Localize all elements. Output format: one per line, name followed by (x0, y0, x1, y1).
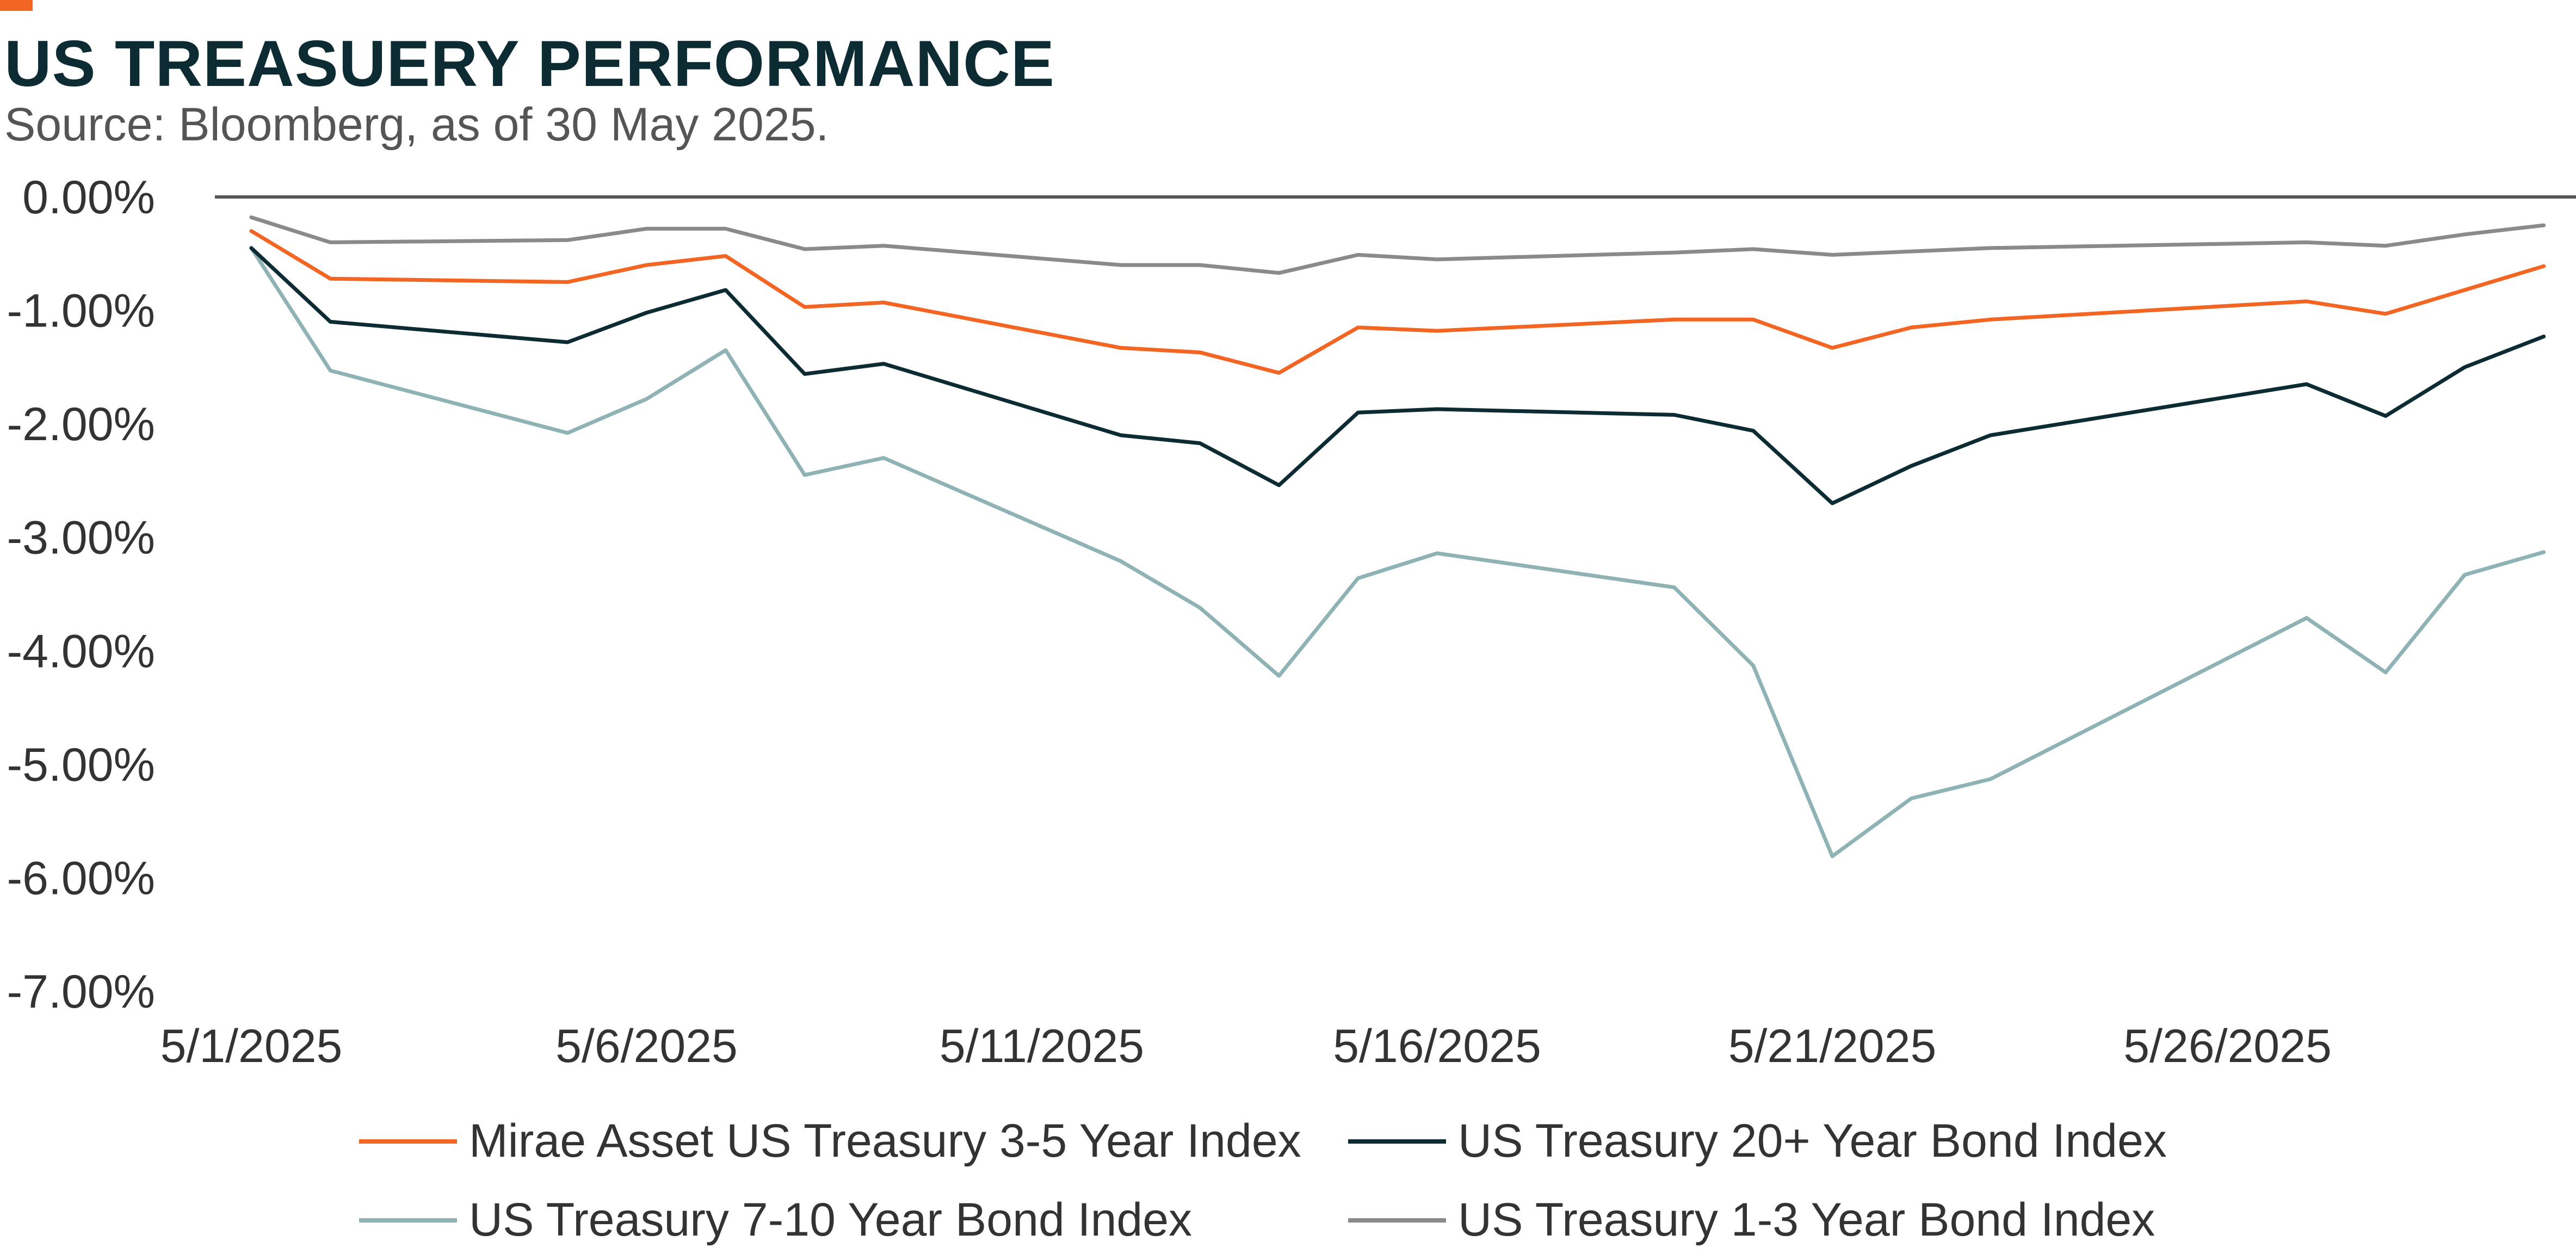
chart-subtitle: Source: Bloomberg, as of 30 May 2025. (4, 98, 829, 151)
chart-title: US TREASUERY PERFORMANCE (4, 27, 1055, 100)
legend-label-series-3: US Treasury 1-3 Year Bond Index (1458, 1194, 2155, 1246)
x-tick-label: 5/26/2025 (2123, 1020, 2332, 1072)
y-tick-label: 0.00% (22, 171, 155, 224)
y-tick-label: -7.00% (7, 966, 156, 1018)
legend-swatch-series-3 (1348, 1218, 1446, 1223)
series-line-3 (249, 215, 2546, 275)
series-line-0 (249, 229, 2546, 375)
legend-item-series-3: US Treasury 1-3 Year Bond Index (1348, 1193, 2155, 1247)
legend-item-series-2: US Treasury 7-10 Year Bond Index (359, 1193, 1192, 1247)
y-tick-label: -5.00% (7, 739, 156, 791)
legend-swatch-series-2 (359, 1218, 457, 1223)
series-line-1 (249, 246, 2546, 505)
series-line-2 (249, 246, 2546, 859)
y-tick-label: -1.00% (7, 285, 156, 337)
legend-label-series-0: Mirae Asset US Treasury 3-5 Year Index (469, 1115, 1301, 1167)
accent-bar (0, 0, 33, 11)
legend-item-series-0: Mirae Asset US Treasury 3-5 Year Index (359, 1114, 1301, 1168)
legend-label-series-1: US Treasury 20+ Year Bond Index (1458, 1115, 2167, 1167)
y-tick-label: -4.00% (7, 625, 156, 677)
legend-label-series-2: US Treasury 7-10 Year Bond Index (469, 1194, 1193, 1246)
legend-swatch-series-0 (359, 1139, 457, 1144)
x-tick-label: 5/11/2025 (940, 1020, 1144, 1072)
legend-swatch-series-1 (1348, 1139, 1446, 1144)
x-tick-label: 5/21/2025 (1728, 1020, 1937, 1072)
x-tick-label: 5/16/2025 (1333, 1020, 1541, 1072)
legend-item-series-1: US Treasury 20+ Year Bond Index (1348, 1114, 2167, 1168)
y-tick-label: -3.00% (7, 512, 156, 564)
y-tick-label: -2.00% (7, 398, 156, 450)
y-tick-label: -6.00% (7, 852, 156, 904)
x-tick-label: 5/6/2025 (555, 1020, 738, 1072)
x-tick-label: 5/1/2025 (160, 1020, 343, 1072)
